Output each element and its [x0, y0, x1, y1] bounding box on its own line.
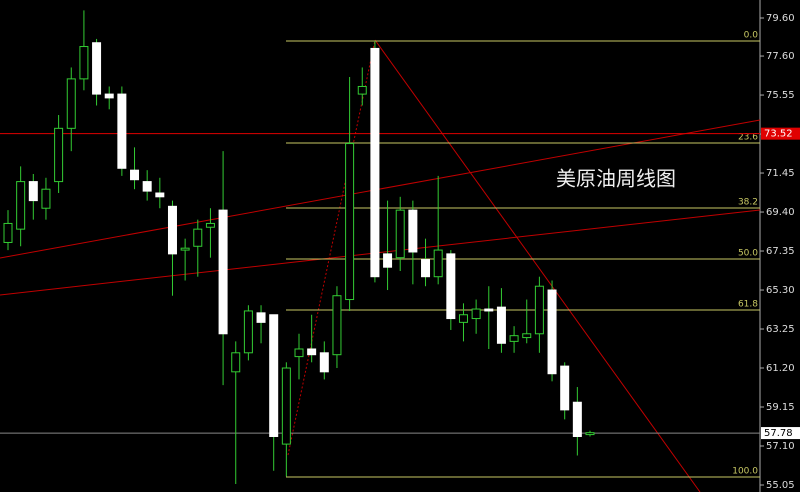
candle-body: [28, 181, 38, 202]
candle-body: [345, 143, 355, 301]
candle-body: [41, 188, 51, 209]
candle-body: [142, 181, 152, 192]
y-tick-label: 57.10: [766, 441, 795, 452]
candle-body: [471, 308, 481, 320]
trendline: [374, 39, 701, 492]
candle-body: [3, 222, 13, 243]
candle-body: [167, 205, 177, 255]
candle-body: [92, 42, 102, 95]
candle-body: [66, 78, 76, 129]
candle-body: [433, 249, 443, 278]
candle-body: [496, 306, 506, 344]
candle-body: [357, 85, 367, 95]
y-tick-label: 59.15: [766, 402, 795, 413]
y-tick-label: 75.55: [766, 90, 795, 101]
fib-label: 38.2: [738, 198, 758, 208]
y-tick-label: 69.40: [766, 207, 795, 218]
resistance-tag: [761, 127, 800, 140]
fib-label: 100.0: [732, 467, 758, 477]
candle-body: [395, 209, 405, 259]
candle-body: [421, 259, 431, 278]
candle-body: [572, 401, 582, 437]
candle-body: [54, 127, 64, 183]
chart-title: 美原油周线图: [556, 167, 676, 191]
current-price-label: 57.78: [764, 428, 793, 439]
y-tick-label: 67.35: [766, 246, 795, 257]
candle-body: [16, 181, 26, 230]
candle-body: [484, 308, 494, 312]
fib-label: 23.6: [738, 132, 758, 142]
resistance-label: 73.52: [764, 129, 793, 140]
candle-body: [231, 352, 241, 373]
candle-body: [130, 169, 140, 181]
candle-body: [332, 295, 342, 356]
y-tick-label: 61.20: [766, 363, 795, 374]
fib-label: 50.0: [738, 249, 758, 259]
candle-body: [193, 228, 203, 247]
candle-body: [180, 247, 190, 251]
candle-body: [319, 352, 329, 373]
candle-body: [256, 312, 266, 323]
fib-label: 61.8: [738, 299, 758, 309]
plot: 79.6077.6075.5573.5071.4569.4067.3565.30…: [0, 10, 800, 491]
y-tick-label: 71.45: [766, 168, 795, 179]
fib-label: 0.0: [744, 31, 759, 41]
candle-body: [408, 209, 418, 253]
candle-body: [522, 333, 532, 339]
candle-body: [104, 93, 114, 99]
candle-body: [547, 289, 557, 375]
y-tick-label: 55.05: [766, 480, 795, 491]
candle-body: [560, 365, 570, 411]
candle-body: [294, 348, 304, 358]
y-tick-label: 65.30: [766, 285, 795, 296]
candle-body: [307, 348, 317, 356]
candle-body: [458, 314, 468, 323]
candle-body: [585, 432, 595, 436]
candle-body: [205, 222, 215, 228]
candle-body: [117, 93, 127, 169]
candle-body: [509, 335, 519, 342]
candle-body: [269, 314, 279, 437]
candle-body: [534, 285, 544, 335]
candle-body: [446, 253, 456, 320]
candle-body: [281, 367, 291, 445]
candle-body: [243, 310, 253, 354]
fib-anchor: [287, 39, 376, 456]
candle-body: [370, 47, 380, 278]
y-tick-label: 79.60: [766, 13, 795, 24]
candle-body: [79, 46, 89, 80]
candle-body: [383, 253, 393, 268]
current-price-tag: [761, 427, 800, 440]
y-tick-label: 63.25: [766, 324, 795, 335]
candle-body: [218, 209, 228, 335]
trendline: [0, 209, 761, 296]
y-tick-label: 77.60: [766, 51, 795, 62]
candle-body: [155, 192, 165, 198]
